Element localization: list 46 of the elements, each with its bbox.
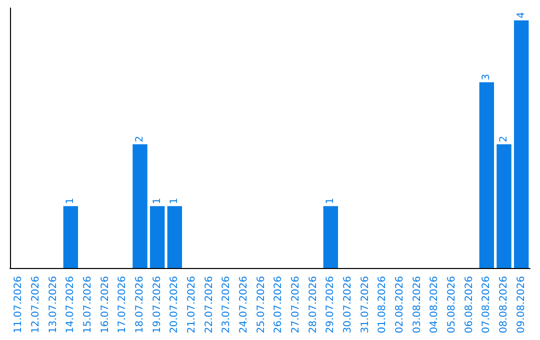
data-label: 1 (169, 198, 180, 204)
bar (150, 206, 165, 268)
x-tick-label: 19.07.2026 (152, 276, 163, 334)
data-label: 4 (516, 12, 527, 18)
bar (167, 206, 182, 268)
data-label: 1 (65, 198, 76, 204)
x-tick-label: 01.08.2026 (377, 276, 388, 334)
bar (479, 82, 494, 268)
x-tick-label: 08.08.2026 (498, 276, 510, 334)
x-tick-label: 16.07.2026 (100, 276, 111, 334)
data-label: 1 (325, 198, 336, 204)
bar (496, 144, 512, 268)
bar (132, 144, 148, 268)
x-tick-label: 18.07.2026 (134, 276, 146, 334)
x-tick-label: 13.07.2026 (48, 276, 59, 334)
x-tick-label: 06.08.2026 (464, 276, 475, 334)
data-label: 2 (134, 136, 146, 142)
x-tick-label: 26.07.2026 (273, 276, 284, 334)
data-label: 1 (152, 198, 163, 204)
x-tick-label: 12.07.2026 (30, 276, 42, 334)
x-tick-label: 07.08.2026 (481, 276, 492, 334)
x-tick-label: 09.08.2026 (516, 276, 527, 334)
x-tick-label: 05.08.2026 (446, 276, 458, 334)
data-label: 3 (481, 74, 492, 80)
x-tick-label: 04.08.2026 (429, 276, 440, 334)
x-tick-label: 29.07.2026 (325, 276, 336, 334)
x-tick-label: 02.08.2026 (394, 276, 406, 334)
x-tick-label: 24.07.2026 (238, 276, 250, 334)
x-tick-label: 23.07.2026 (221, 276, 232, 334)
x-tick-label: 20.07.2026 (169, 276, 180, 334)
x-tick-label: 14.07.2026 (65, 276, 76, 334)
bar (514, 20, 529, 268)
x-tick-label: 15.07.2026 (82, 276, 94, 334)
x-tick-label: 17.07.2026 (117, 276, 128, 334)
x-tick-label: 03.08.2026 (412, 276, 423, 334)
x-tick-label: 30.07.2026 (342, 276, 354, 334)
x-tick-label: 28.07.2026 (308, 276, 319, 334)
x-tick-label: 31.07.2026 (360, 276, 371, 334)
data-label: 2 (498, 136, 510, 142)
bar (323, 206, 338, 268)
x-tick-label: 22.07.2026 (204, 276, 215, 334)
x-tick-label: 25.07.2026 (256, 276, 267, 334)
x-tick-label: 27.07.2026 (290, 276, 302, 334)
x-tick-label: 21.07.2026 (186, 276, 198, 334)
bar (63, 206, 78, 268)
x-tick-label: 11.07.2026 (13, 276, 24, 334)
